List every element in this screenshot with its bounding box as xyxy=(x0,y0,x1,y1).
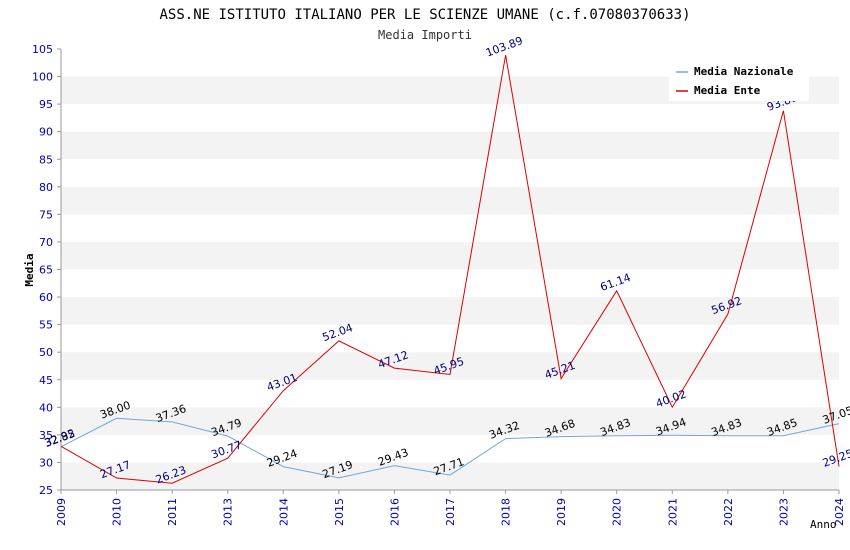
x-tick-label: 2023 xyxy=(777,498,790,526)
y-tick-label: 80 xyxy=(39,181,53,194)
x-tick-label: 2009 xyxy=(55,498,68,526)
x-tick-label: 2018 xyxy=(500,498,513,526)
x-tick-label: 2010 xyxy=(111,498,124,526)
y-tick-label: 30 xyxy=(39,456,53,469)
x-tick-label: 2015 xyxy=(333,498,346,526)
grid-band xyxy=(61,131,839,160)
series-line-media-nazionale xyxy=(60,417,840,479)
grid-band xyxy=(61,241,839,270)
y-tick-label: 50 xyxy=(39,346,53,359)
y-tick-label: 55 xyxy=(39,319,53,332)
y-tick-label: 60 xyxy=(39,291,53,304)
x-axis-label: Anno xyxy=(810,518,837,531)
y-axis-label: Media xyxy=(23,253,36,286)
y-tick-label: 90 xyxy=(39,126,53,139)
series-lines xyxy=(60,55,840,484)
grid-bands xyxy=(61,49,839,490)
x-tick-label: 2017 xyxy=(444,498,457,526)
series-line-media-ente xyxy=(60,55,840,484)
y-tick-label: 75 xyxy=(39,208,53,221)
x-axis-ticks: 2009 2010 2011 2013 2014 2015 2016 2017 2018 2019… xyxy=(55,490,846,526)
y-tick-label: 40 xyxy=(39,401,53,414)
x-tick-label: 2020 xyxy=(611,498,624,526)
y-tick-label: 95 xyxy=(39,98,53,111)
y-axis-ticks: 25 30 35 40 45 50 55 60 65 70 75 80 85 90 95 100 105 xyxy=(32,43,61,497)
y-tick-label: 35 xyxy=(39,429,53,442)
y-tick-label: 70 xyxy=(39,236,53,249)
grid-band xyxy=(61,352,839,380)
y-tick-label: 85 xyxy=(39,153,53,166)
legend-box xyxy=(669,59,809,101)
x-tick-label: 2016 xyxy=(388,498,401,526)
y-tick-label: 105 xyxy=(32,43,53,56)
x-tick-label: 2013 xyxy=(222,498,235,526)
grid-band xyxy=(61,434,839,463)
x-tick-label: 2021 xyxy=(666,498,679,526)
x-tick-label: 2022 xyxy=(722,498,735,526)
chart-title: ASS.NE ISTITUTO ITALIANO PER LE SCIENZE … xyxy=(159,7,690,23)
grid-band xyxy=(61,297,839,325)
legend-label-media-nazionale: Media Nazionale xyxy=(694,65,794,78)
grid-band xyxy=(61,462,839,490)
grid-band xyxy=(61,214,839,242)
legend: Media Nazionale Media Ente xyxy=(669,59,809,101)
y-tick-label: 65 xyxy=(39,264,53,277)
legend-label-media-ente: Media Ente xyxy=(694,84,761,97)
x-tick-label: 2024 xyxy=(833,498,846,526)
y-tick-label: 25 xyxy=(39,484,53,497)
x-tick-label: 2019 xyxy=(555,498,568,526)
grid-band xyxy=(61,379,839,408)
grid-band xyxy=(61,104,839,132)
x-tick-label: 2011 xyxy=(166,498,179,526)
grid-band xyxy=(61,407,839,435)
x-tick-label: 2014 xyxy=(277,498,290,526)
chart-subtitle: Media Importi xyxy=(378,28,472,42)
y-tick-label: 45 xyxy=(39,374,53,387)
grid-band xyxy=(61,269,839,298)
y-tick-label: 100 xyxy=(32,71,53,84)
grid-band xyxy=(61,159,839,187)
grid-band xyxy=(61,186,839,215)
grid-band xyxy=(61,324,839,353)
